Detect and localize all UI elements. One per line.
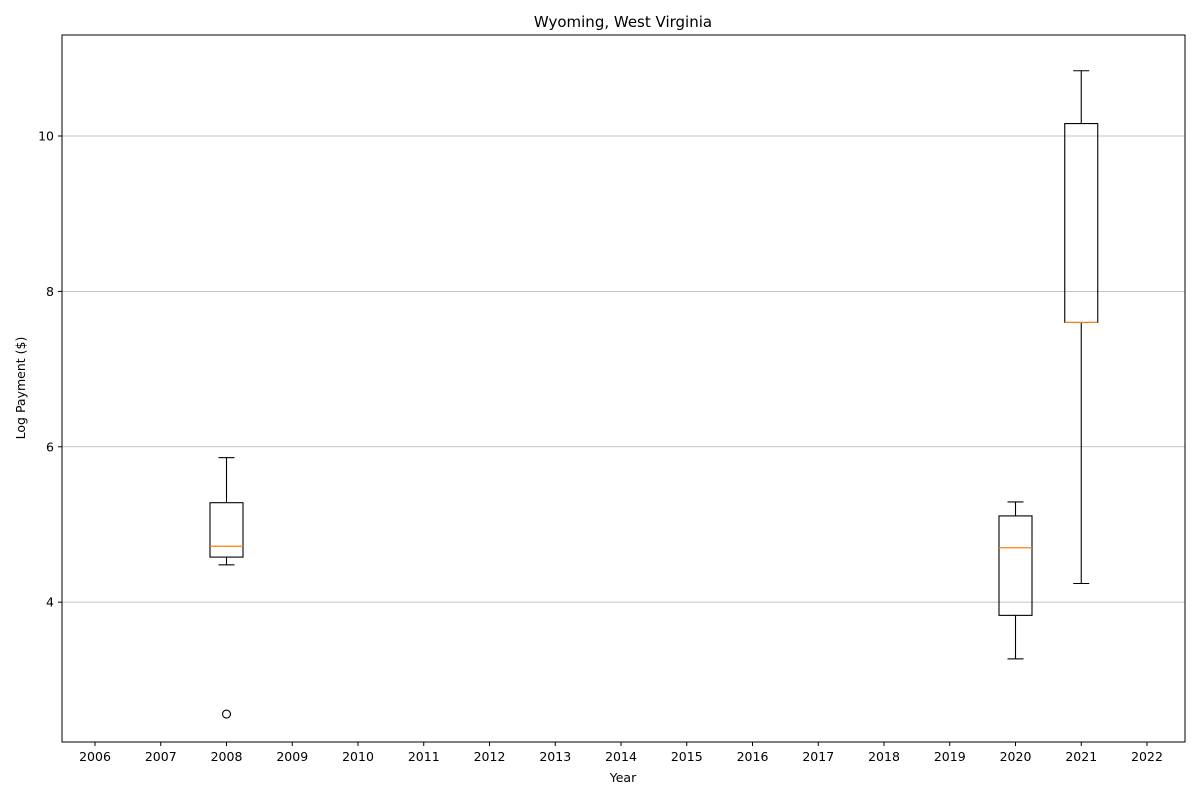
outlier-point bbox=[221, 709, 232, 719]
x-tick-label: 2006 bbox=[79, 749, 111, 764]
y-tick-label: 6 bbox=[46, 439, 54, 454]
x-axis-label: Year bbox=[609, 770, 637, 785]
y-axis-ticks: 4 6 8 10 bbox=[38, 129, 62, 610]
x-tick-label: 2011 bbox=[408, 749, 440, 764]
x-tick-label: 2010 bbox=[342, 749, 374, 764]
boxes bbox=[209, 70, 1099, 719]
x-tick-label: 2022 bbox=[1131, 749, 1163, 764]
gridlines bbox=[62, 135, 1185, 603]
y-tick-label: 10 bbox=[38, 129, 54, 144]
box-2020 bbox=[998, 501, 1033, 660]
x-tick-label: 2014 bbox=[605, 749, 637, 764]
box-2021 bbox=[1064, 70, 1099, 585]
x-tick-label: 2008 bbox=[211, 749, 243, 764]
x-tick-label: 2007 bbox=[145, 749, 177, 764]
x-tick-label: 2020 bbox=[1000, 749, 1032, 764]
y-tick-label: 4 bbox=[46, 595, 54, 610]
chart-title: Wyoming, West Virginia bbox=[534, 13, 712, 31]
x-axis-ticks: 2006 2007 2008 2009 2010 2011 2012 2013 2014 2015… bbox=[79, 742, 1163, 764]
x-tick-label: 2009 bbox=[276, 749, 308, 764]
iqr-box bbox=[998, 515, 1033, 616]
x-tick-label: 2018 bbox=[868, 749, 900, 764]
x-tick-label: 2013 bbox=[539, 749, 571, 764]
x-tick-label: 2019 bbox=[934, 749, 966, 764]
x-tick-label: 2012 bbox=[474, 749, 506, 764]
x-tick-label: 2021 bbox=[1065, 749, 1097, 764]
x-tick-label: 2017 bbox=[802, 749, 834, 764]
y-tick-label: 8 bbox=[46, 284, 54, 299]
plot-frame bbox=[61, 34, 1186, 743]
y-axis-label: Log Payment ($) bbox=[13, 337, 28, 440]
x-tick-label: 2015 bbox=[671, 749, 703, 764]
iqr-box bbox=[1064, 123, 1099, 324]
x-tick-label: 2016 bbox=[737, 749, 769, 764]
box-2008 bbox=[209, 457, 244, 719]
iqr-box bbox=[209, 502, 244, 558]
